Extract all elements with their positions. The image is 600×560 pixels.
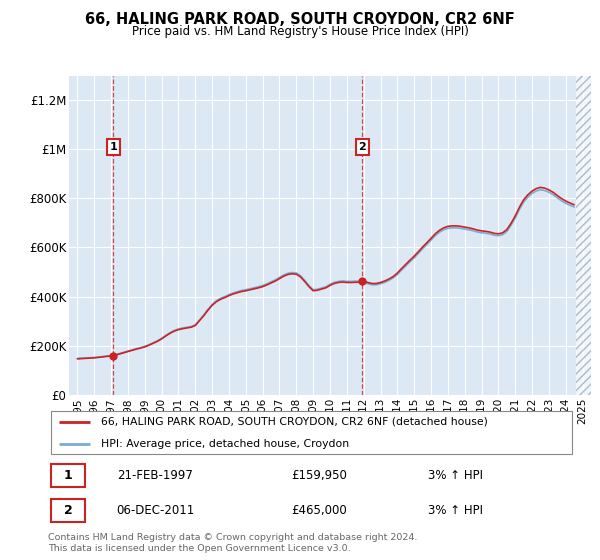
FancyBboxPatch shape [50, 498, 85, 522]
Bar [576, 76, 591, 395]
Text: 3% ↑ HPI: 3% ↑ HPI [428, 504, 483, 517]
Text: 1: 1 [64, 469, 73, 482]
FancyBboxPatch shape [50, 464, 85, 487]
Text: 21-FEB-1997: 21-FEB-1997 [116, 469, 193, 482]
Text: 2: 2 [358, 142, 366, 152]
Text: Contains HM Land Registry data © Crown copyright and database right 2024.
This d: Contains HM Land Registry data © Crown c… [48, 533, 418, 553]
Text: 66, HALING PARK ROAD, SOUTH CROYDON, CR2 6NF (detached house): 66, HALING PARK ROAD, SOUTH CROYDON, CR2… [101, 417, 488, 427]
Text: 2: 2 [64, 504, 73, 517]
Text: HPI: Average price, detached house, Croydon: HPI: Average price, detached house, Croy… [101, 438, 349, 449]
Text: 66, HALING PARK ROAD, SOUTH CROYDON, CR2 6NF: 66, HALING PARK ROAD, SOUTH CROYDON, CR2… [85, 12, 515, 27]
Text: £465,000: £465,000 [291, 504, 347, 517]
Text: 06-DEC-2011: 06-DEC-2011 [116, 504, 195, 517]
Text: £159,950: £159,950 [291, 469, 347, 482]
Text: Price paid vs. HM Land Registry's House Price Index (HPI): Price paid vs. HM Land Registry's House … [131, 25, 469, 38]
Bar [576, 76, 591, 395]
Text: 1: 1 [109, 142, 117, 152]
FancyBboxPatch shape [50, 411, 572, 454]
Text: 3% ↑ HPI: 3% ↑ HPI [428, 469, 483, 482]
